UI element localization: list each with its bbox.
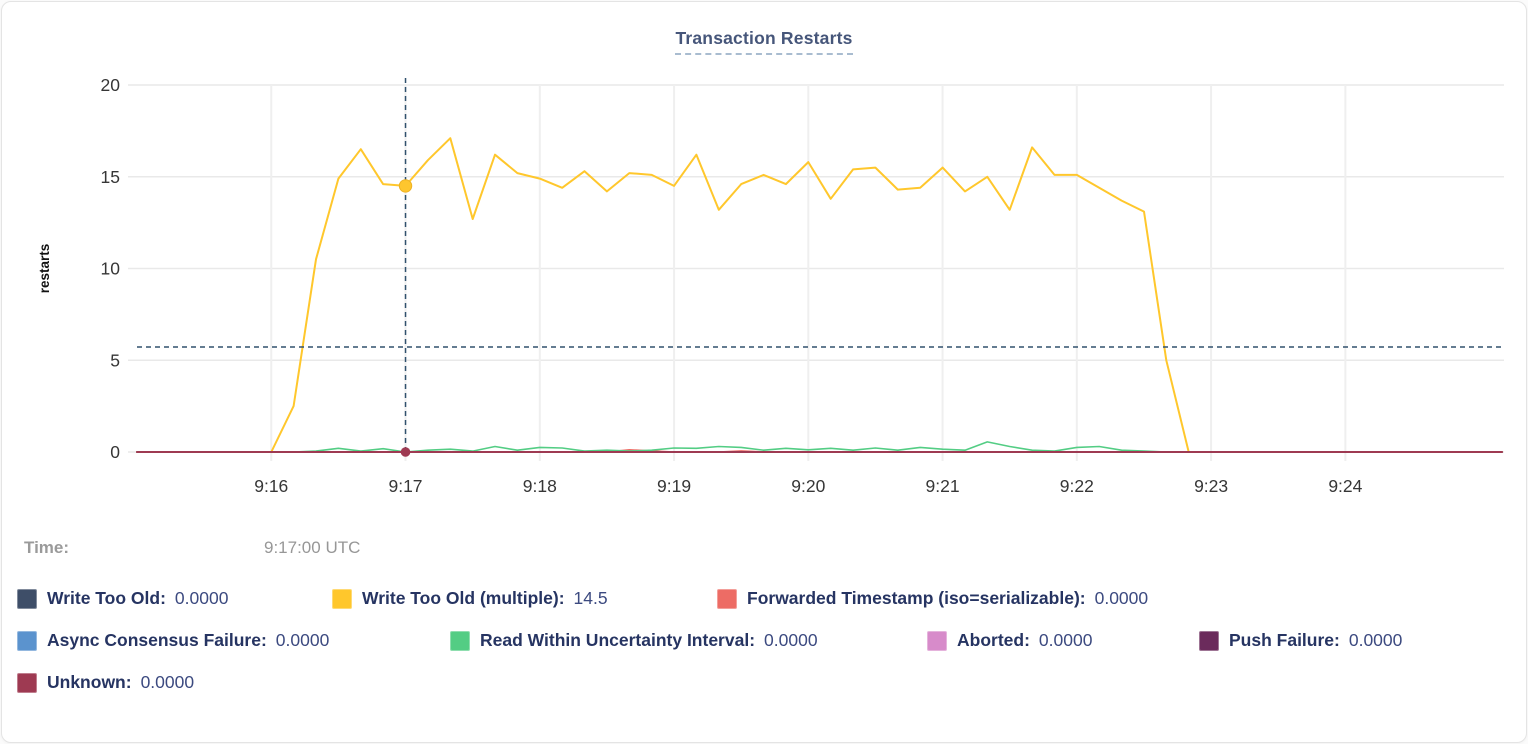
- x-tick-label: 9:24: [1328, 476, 1362, 496]
- legend-label: Push Failure:: [1229, 630, 1340, 650]
- legend-value: 0.0000: [1038, 630, 1093, 650]
- time-value: 9:17:00 UTC: [264, 538, 361, 557]
- legend-label: Write Too Old (multiple):: [362, 588, 565, 608]
- legend-label: Read Within Uncertainty Interval:: [480, 630, 756, 650]
- y-tick-label: 5: [110, 350, 120, 370]
- x-tick-label: 9:20: [791, 476, 825, 496]
- legend-value: 0.0000: [1348, 630, 1403, 650]
- legend-swatch-icon: [332, 588, 352, 609]
- transaction-restarts-chart[interactable]: 0 5 10 15 20 9:16 9:17 9:18 9:19 9:20 9:21 9:22 9:23…: [2, 2, 1528, 522]
- cursor-time-row: Time: 9:17:00 UTC: [24, 538, 360, 558]
- legend-swatch-icon: [717, 588, 737, 609]
- y-tick-label: 15: [101, 167, 120, 187]
- legend-swatch-icon: [17, 672, 37, 693]
- chart-title[interactable]: Transaction Restarts: [675, 28, 853, 55]
- legend-label: Async Consensus Failure:: [47, 630, 267, 650]
- legend-row: Unknown: 0.0000: [17, 672, 1516, 693]
- legend-item-aborted: Aborted: 0.0000: [927, 630, 1199, 651]
- legend-label: Unknown:: [47, 672, 132, 692]
- cursor-point-write-too-old-multiple: [398, 179, 413, 193]
- legend-swatch-icon: [927, 630, 947, 651]
- legend-label: Write Too Old:: [47, 588, 166, 608]
- series-line-write-too-old-multiple: [136, 137, 1503, 453]
- legend-item-write-too-old: Write Too Old: 0.0000: [17, 588, 332, 609]
- y-tick-label: 20: [101, 75, 121, 95]
- x-tick-label: 9:19: [657, 476, 691, 496]
- x-tick-label: 9:17: [388, 476, 422, 496]
- legend-swatch-icon: [450, 630, 470, 651]
- y-tick-label: 0: [110, 442, 120, 462]
- cursor-point-zero-series: [400, 447, 411, 457]
- x-tick-label: 9:16: [254, 476, 288, 496]
- legend-swatch-icon: [17, 588, 37, 609]
- x-tick-label: 9:18: [523, 476, 557, 496]
- legend-item-unknown: Unknown: 0.0000: [17, 672, 194, 693]
- y-axis-label: restarts: [37, 244, 52, 294]
- legend-value: 0.0000: [275, 630, 330, 650]
- legend-value: 0.0000: [1094, 588, 1149, 608]
- chart-legend: Write Too Old: 0.0000 Write Too Old (multi…: [17, 588, 1516, 714]
- legend-label: Forwarded Timestamp (iso=serializable):: [747, 588, 1086, 608]
- legend-value: 0.0000: [140, 672, 195, 692]
- legend-item-forwarded-timestamp-iso-serializable: Forwarded Timestamp (iso=serializable): 0…: [717, 588, 1148, 609]
- x-tick-label: 9:21: [926, 476, 960, 496]
- legend-swatch-icon: [17, 630, 37, 651]
- x-tick-label: 9:22: [1060, 476, 1094, 496]
- time-label: Time:: [24, 538, 70, 557]
- legend-label: Aborted:: [957, 630, 1030, 650]
- legend-swatch-icon: [1199, 630, 1219, 651]
- legend-item-write-too-old-multiple: Write Too Old (multiple): 14.5: [332, 588, 717, 609]
- legend-row: Write Too Old: 0.0000 Write Too Old (multi…: [17, 588, 1516, 609]
- chart-title-wrap: Transaction Restarts: [2, 28, 1526, 55]
- y-tick-label: 10: [101, 259, 121, 279]
- legend-item-push-failure: Push Failure: 0.0000: [1199, 630, 1402, 651]
- legend-item-async-consensus-failure: Async Consensus Failure: 0.0000: [17, 630, 450, 651]
- legend-item-read-within-uncertainty-interval: Read Within Uncertainty Interval: 0.0000: [450, 630, 927, 651]
- x-tick-label: 9:23: [1194, 476, 1228, 496]
- series-line-read-within-uncertainty-interval: [136, 441, 1503, 453]
- legend-value: 0.0000: [174, 588, 229, 608]
- legend-value: 0.0000: [764, 630, 818, 650]
- legend-value: 14.5: [573, 588, 608, 608]
- legend-row: Async Consensus Failure: 0.0000 Read Withi…: [17, 630, 1516, 651]
